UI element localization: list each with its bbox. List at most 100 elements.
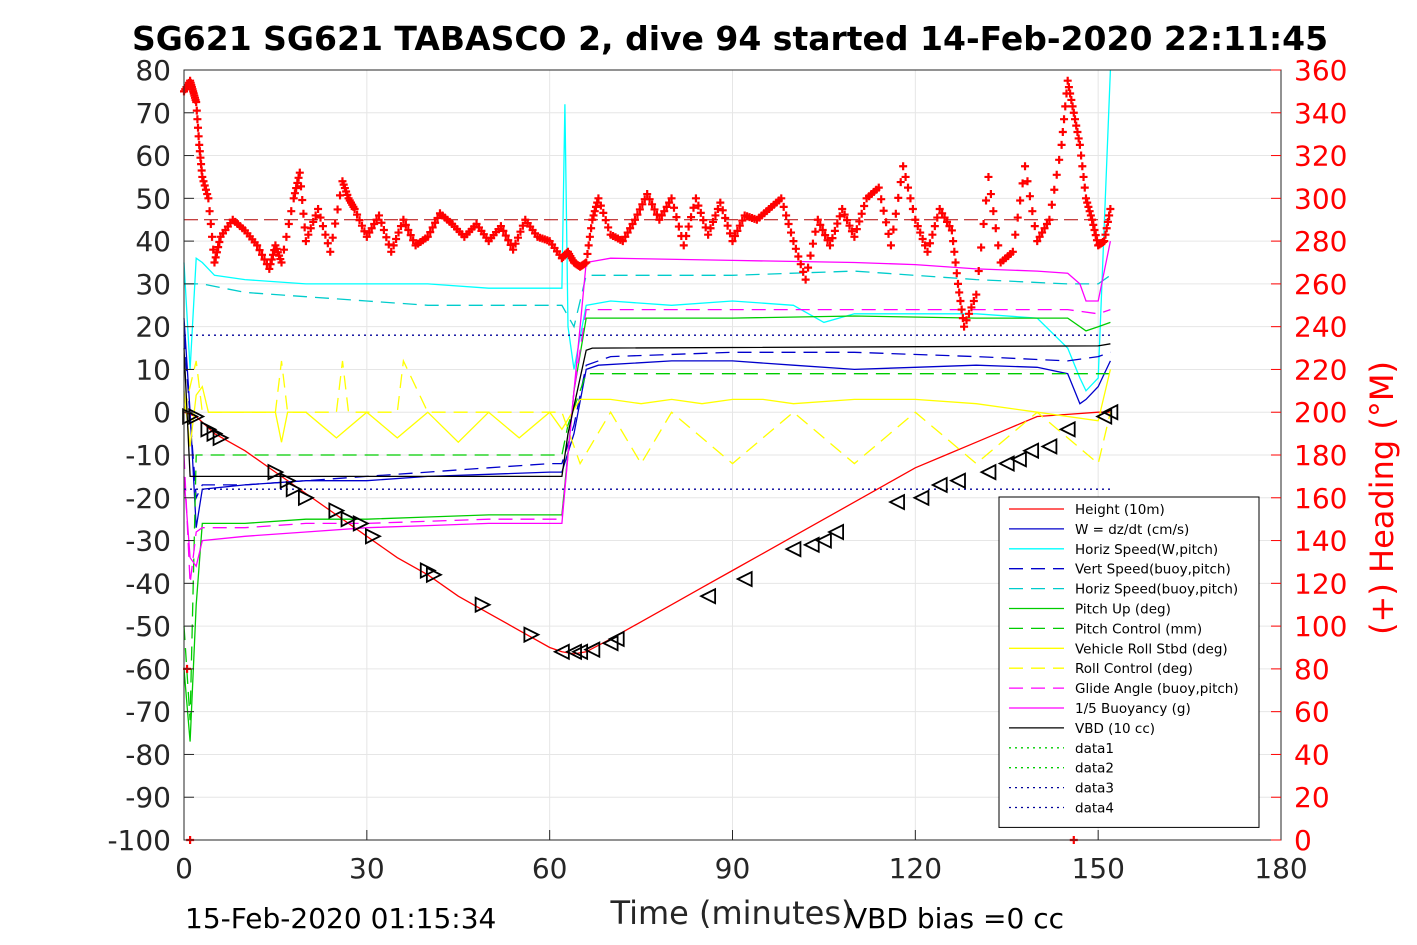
- heading-marker: [933, 213, 942, 222]
- point-marker: [352, 514, 370, 532]
- y2-tick-label: 20: [1294, 781, 1330, 814]
- series-line-pitch-control-mm-: [183, 373, 1111, 721]
- heading-marker: [943, 217, 952, 226]
- heading-marker: [782, 211, 791, 220]
- y2-tick-label: 240: [1294, 311, 1347, 344]
- heading-marker: [906, 194, 915, 203]
- heading-marker: [728, 237, 737, 246]
- heading-marker: [928, 230, 937, 239]
- heading-marker: [1086, 211, 1095, 220]
- heading-marker: [596, 201, 605, 210]
- heading-marker: [287, 207, 296, 216]
- heading-marker: [716, 198, 725, 207]
- heading-marker: [828, 234, 837, 243]
- legend-entry: 1/5 Buoyancy (g): [1075, 701, 1191, 717]
- heading-marker: [1077, 151, 1086, 160]
- heading-marker: [779, 202, 788, 211]
- y-tick-label: 50: [135, 182, 171, 215]
- y2-tick-label: 160: [1294, 482, 1347, 515]
- legend-entry: data3: [1075, 781, 1114, 797]
- heading-marker: [816, 220, 825, 229]
- heading-marker: [1055, 155, 1064, 164]
- y-tick-label: 30: [135, 268, 171, 301]
- y2-tick-label: 220: [1294, 353, 1347, 386]
- heading-marker: [1089, 220, 1098, 229]
- y-tick-label: -80: [125, 738, 171, 771]
- heading-marker: [1050, 185, 1059, 194]
- heading-marker: [208, 232, 217, 241]
- heading-marker: [396, 222, 405, 231]
- heading-marker: [796, 260, 805, 269]
- heading-marker: [404, 225, 413, 234]
- right-tick-labels: 3603403203002802602402202001801601401201…: [1294, 54, 1347, 857]
- heading-marker: [699, 216, 708, 225]
- legend-entry: Vert Speed(buoy,pitch): [1075, 562, 1231, 578]
- heading-marker: [977, 243, 986, 252]
- legend-entry: data4: [1075, 801, 1114, 817]
- heading-marker: [648, 200, 657, 209]
- heading-marker: [843, 216, 852, 225]
- heading-marker: [687, 213, 696, 222]
- heading-marker: [294, 173, 303, 182]
- heading-marker: [621, 232, 630, 241]
- heading-marker: [984, 172, 993, 181]
- legend-entry: data2: [1075, 761, 1114, 777]
- heading-marker: [204, 194, 213, 203]
- heading-marker: [1013, 213, 1022, 222]
- legend: Height (10m) W = dz/dt (cm/s) Horiz Speed(…: [998, 496, 1260, 828]
- legend-entry: Height (10m): [1075, 502, 1165, 518]
- heading-marker: [711, 211, 720, 220]
- heading-marker: [704, 230, 713, 239]
- heading-marker: [336, 191, 345, 200]
- x-tick-label: 30: [349, 852, 385, 885]
- y-tick-label: -70: [125, 696, 171, 729]
- point-marker: [267, 463, 285, 481]
- heading-marker: [877, 195, 886, 204]
- y2-tick-label: 100: [1294, 610, 1347, 643]
- heading-marker: [953, 279, 962, 288]
- heading-marker: [882, 218, 891, 227]
- heading-marker: [367, 224, 376, 233]
- heading-marker: [306, 224, 315, 233]
- heading-marker: [638, 200, 647, 209]
- y2-tick-label: 180: [1294, 439, 1347, 472]
- heading-marker: [201, 185, 210, 194]
- heading-marker: [972, 290, 981, 299]
- legend-box: [998, 496, 1260, 828]
- heading-marker: [604, 223, 613, 232]
- heading-marker: [908, 205, 917, 214]
- legend-entry: Pitch Control (mm): [1075, 621, 1202, 637]
- legend-entry: data1: [1075, 741, 1114, 757]
- heading-marker: [513, 233, 522, 242]
- y2-tick-label: 320: [1294, 140, 1347, 173]
- series-line-horiz-speed-buoy-pitch-: [184, 270, 1111, 329]
- heading-marker: [657, 211, 666, 220]
- heading-marker: [333, 205, 342, 214]
- heading-marker: [894, 193, 903, 202]
- heading-marker: [1069, 108, 1078, 117]
- point-marker: [1022, 442, 1040, 460]
- heading-marker: [1033, 237, 1042, 246]
- heading-marker: [284, 220, 293, 228]
- plot-series: [180, 69, 1119, 844]
- point-marker: [212, 429, 230, 447]
- heading-marker: [645, 195, 654, 204]
- heading-marker: [923, 247, 932, 256]
- bottom-tick-labels: 0 30 60 90 120 150 180: [175, 852, 1308, 885]
- heading-marker: [311, 211, 320, 220]
- heading-marker: [811, 227, 820, 236]
- heading-marker: [192, 106, 201, 115]
- heading-marker: [1074, 134, 1083, 143]
- heading-marker: [835, 212, 844, 221]
- heading-marker: [258, 250, 267, 259]
- heading-marker: [787, 228, 796, 237]
- heading-marker: [1066, 89, 1075, 98]
- heading-marker: [667, 194, 676, 203]
- point-marker: [200, 420, 218, 438]
- heading-marker: [267, 255, 276, 264]
- heading-marker: [801, 275, 810, 284]
- heading-marker: [253, 241, 262, 250]
- y2-tick-label: 360: [1294, 54, 1347, 87]
- heading-marker: [708, 217, 717, 226]
- point-marker: [1040, 437, 1058, 455]
